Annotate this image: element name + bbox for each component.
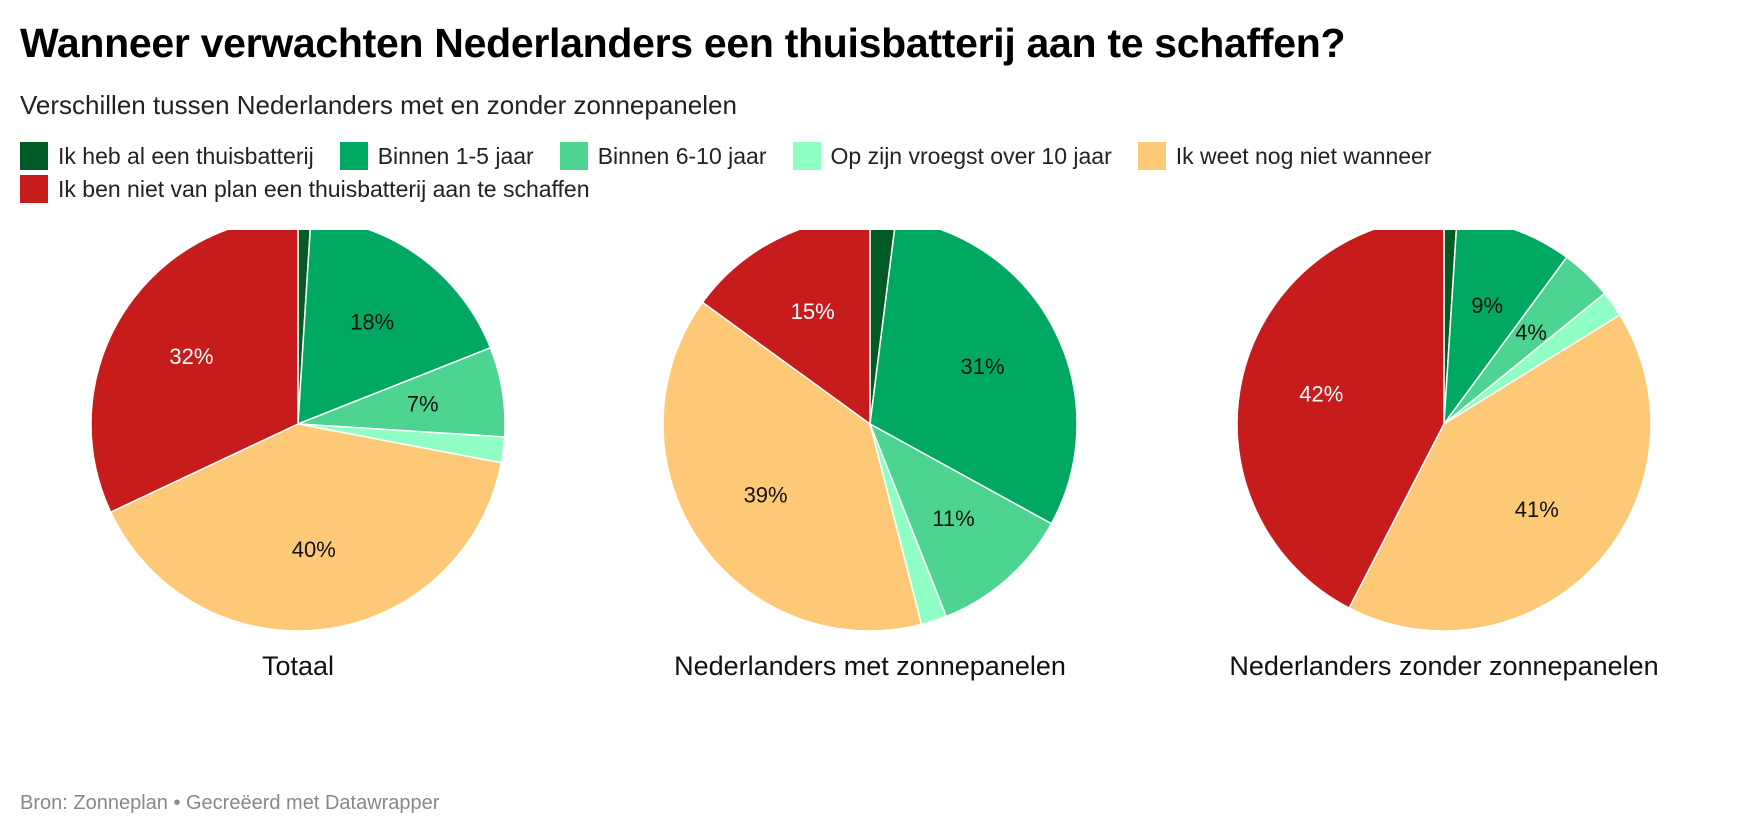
slice-label: 40% (292, 537, 336, 562)
source-note: Bron: Zonneplan • Gecreëerd met Datawrap… (20, 792, 440, 814)
legend-swatch (339, 142, 368, 170)
legend-label: Ik weet nog niet wanneer (1175, 142, 1432, 169)
slice-label: 4% (1515, 320, 1547, 345)
pie-slice (1236, 230, 1445, 610)
legend-swatch (559, 142, 588, 170)
chart-subtitle: Verschillen tussen Nederlanders met en z… (20, 90, 737, 120)
pie-charts-svg: 18% 7% 40% 32% Totaal 31% 11% 39% 15% Nederlander… (90, 230, 1659, 681)
pie-slice (297, 230, 492, 426)
legend-label: Binnen 1-5 jaar (377, 142, 534, 169)
legend-item: Ik ben niet van plan een thuisbatterij a… (20, 175, 590, 203)
legend-label: Ik ben niet van plan een thuisbatterij a… (58, 175, 590, 202)
legend-item: Op zijn vroegst over 10 jaar (792, 142, 1112, 170)
pie-slice (1348, 313, 1652, 632)
pie-slice (1443, 230, 1568, 427)
slice-label: 31% (960, 354, 1004, 379)
legend-item: Binnen 6-10 jaar (559, 142, 767, 170)
slice-label: 7% (407, 392, 439, 417)
legend-label: Op zijn vroegst over 10 jaar (830, 142, 1112, 169)
pie-slice (109, 423, 503, 632)
legend-swatch (1137, 142, 1166, 170)
pie-title: Nederlanders zonder zonnepanelen (1229, 651, 1658, 681)
pie-chart: 31% 11% 39% 15% Nederlanders met zonnepanele… (662, 230, 1078, 681)
legend-swatch (20, 142, 48, 170)
legend-item: Ik heb al een thuisbatterij (20, 142, 314, 170)
pie-chart: 18% 7% 40% 32% Totaal (90, 230, 506, 681)
pie-slice (701, 230, 871, 426)
legend-label: Ik heb al een thuisbatterij (58, 142, 314, 169)
legend-item: Binnen 1-5 jaar (339, 142, 534, 170)
pie-slice (868, 422, 1053, 618)
pie-slice (297, 230, 311, 425)
slice-label: 15% (791, 299, 835, 324)
slice-label: 42% (1299, 382, 1343, 407)
pie-slice (90, 230, 299, 514)
chart-title: Wanneer verwachten Nederlanders een thui… (20, 20, 1346, 66)
slice-label: 32% (169, 344, 213, 369)
pie-title: Totaal (262, 651, 334, 681)
legend-swatch (792, 142, 821, 170)
legend: Ik heb al een thuisbatterij Binnen 1-5 j… (20, 142, 1520, 203)
pie-slice (662, 301, 923, 632)
legend-label: Binnen 6-10 jaar (597, 142, 767, 169)
slice-label: 41% (1515, 497, 1559, 522)
slice-label: 18% (350, 309, 394, 334)
pie-chart: 9% 4% 41% 42% Nederlanders zonder zonnepanel… (1229, 230, 1659, 681)
legend-item: Ik weet nog niet wanneer (1137, 142, 1432, 170)
slice-label: 11% (932, 506, 974, 531)
slice-label: 39% (744, 483, 788, 508)
pie-title: Nederlanders met zonnepanelen (674, 651, 1066, 681)
pie-charts-area: 18% 7% 40% 32% Totaal 31% 11% 39% 15% Nederlander… (0, 230, 1740, 750)
slice-label: 9% (1471, 293, 1503, 318)
legend-swatch (20, 175, 48, 203)
pie-slice (869, 230, 1078, 525)
pie-slice (869, 230, 896, 425)
